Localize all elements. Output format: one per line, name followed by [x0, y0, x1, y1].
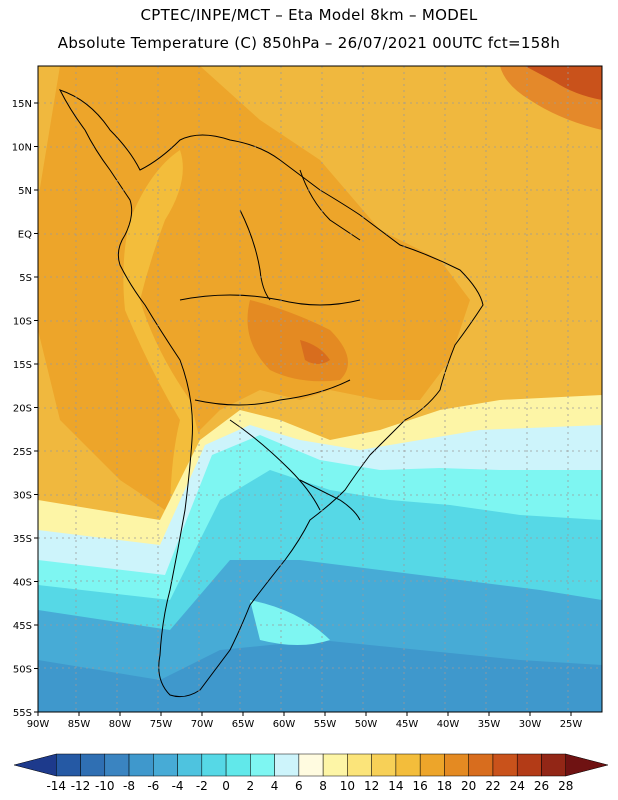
colorbar-swatch [541, 753, 566, 777]
colorbar-tick-label: -10 [95, 779, 115, 793]
lat-label: EQ [18, 230, 32, 241]
colorbar-tick-label: 24 [510, 779, 525, 793]
map-frame [37, 65, 603, 713]
colorbar-swatch [468, 753, 494, 777]
colorbar-swatch [56, 753, 81, 777]
colorbar-swatch [516, 753, 542, 777]
lat-label: 10S [13, 317, 32, 328]
colorbar-tick-label: -4 [172, 779, 184, 793]
colorbar-tick-label: -14 [46, 779, 66, 793]
temperature-field [38, 66, 602, 712]
lon-label: 60W [273, 719, 296, 730]
colorbar-swatch [492, 753, 518, 777]
map-panel[interactable]: 15N 10N 5N EQ 5S 10S 15S 20S 25S 30S 35S 40S 45S 50S 5… [0, 0, 618, 740]
lon-label: 45W [396, 719, 419, 730]
colorbar-boxes [13, 753, 609, 777]
hot-patch-ne [525, 66, 602, 100]
colorbar-tick-label: 2 [247, 779, 255, 793]
cold-band-4 [38, 640, 602, 712]
cold-pocket-patagonia [250, 600, 330, 645]
colorbar: -14 -12 -10 -8 -6 -4 -2 0 2 4 6 8 10 12 14 16 18 20 22 24 26… [13, 753, 609, 793]
lat-label: 5S [19, 273, 32, 284]
colorbar-tick-label: 4 [271, 779, 279, 793]
lat-label: 25S [13, 447, 32, 458]
colorbar-swatch [274, 753, 300, 777]
colorbar-tick-label: 20 [461, 779, 476, 793]
coastlines [59, 89, 484, 698]
colorbar-swatch [298, 753, 324, 777]
lon-label: 30W [519, 719, 542, 730]
grid-lines [38, 66, 602, 712]
colorbar-tick-label: 0 [222, 779, 230, 793]
title-line-2: Absolute Temperature (C) 850hPa – 26/07/… [57, 34, 561, 52]
colorbar-swatch [225, 753, 251, 777]
lat-label: 5N [18, 186, 32, 197]
colorbar-tick-label: 14 [388, 779, 403, 793]
colorbar-swatch [347, 753, 372, 777]
colorbar-tick-label: 28 [558, 779, 573, 793]
colorbar-swatch [104, 753, 130, 777]
colorbar-labels: -14 -12 -10 -8 -6 -4 -2 0 2 4 6 8 10 12 14 16 18 20 22 24 26… [46, 779, 573, 793]
lat-label: 15N [12, 99, 32, 110]
lat-label: 10N [12, 143, 32, 154]
colorbar-tick-label: 16 [413, 779, 428, 793]
colorbar-swatch [128, 753, 154, 777]
colorbar-tick-label: 10 [340, 779, 355, 793]
lon-label: 40W [437, 719, 460, 730]
lon-label: 90W [27, 719, 50, 730]
colorbar-tick-label: 22 [485, 779, 500, 793]
lat-label: 20S [13, 404, 32, 415]
lat-label: 45S [13, 621, 32, 632]
lon-label: 50W [355, 719, 378, 730]
lat-label: 55S [13, 708, 32, 719]
colorbar-swatch [322, 753, 348, 777]
colorbar-tick-label: 26 [534, 779, 549, 793]
lon-label: 70W [191, 719, 214, 730]
lat-label: 15S [13, 360, 32, 371]
longitude-axis: 90W 85W 80W 75W 70W 65W 60W 55W 50W 45W 40W 35W 30W 2… [27, 712, 583, 730]
colorbar-swatch [371, 753, 397, 777]
lat-label: 40S [13, 578, 32, 589]
colorbar-swatch [250, 753, 275, 777]
colorbar-swatch [444, 753, 469, 777]
colorbar-swatch [80, 753, 106, 777]
lat-label: 50S [13, 665, 32, 676]
warm-band-continent [38, 66, 470, 520]
colorbar-tick-label: 8 [319, 779, 327, 793]
lat-label: 30S [13, 491, 32, 502]
colorbar-swatch [201, 753, 227, 777]
title-line-1: CPTEC/INPE/MCT – Eta Model 8km – MODEL [140, 6, 478, 24]
lat-label: 35S [13, 534, 32, 545]
lon-label: 35W [478, 719, 501, 730]
colorbar-swatch [565, 753, 609, 777]
lon-label: 75W [150, 719, 173, 730]
colorbar-tick-label: -12 [71, 779, 91, 793]
lon-label: 55W [314, 719, 337, 730]
colorbar-tick-label: -8 [123, 779, 135, 793]
lon-label: 85W [68, 719, 91, 730]
colorbar-swatch [395, 753, 421, 777]
lon-label: 80W [109, 719, 132, 730]
colorbar-swatch [153, 753, 178, 777]
latitude-axis: 15N 10N 5N EQ 5S 10S 15S 20S 25S 30S 35S 40S 45S 50S 5… [12, 99, 38, 719]
andes-cool-band [123, 150, 200, 520]
lon-label: 25W [560, 719, 583, 730]
colorbar-swatch [419, 753, 445, 777]
colorbar-swatch [177, 753, 203, 777]
colorbar-swatch [13, 753, 57, 777]
lon-label: 65W [232, 719, 255, 730]
colorbar-tick-label: -6 [147, 779, 159, 793]
colorbar-tick-label: -2 [196, 779, 208, 793]
hot-spot-central [300, 340, 330, 364]
colorbar-tick-label: 6 [295, 779, 303, 793]
colorbar-tick-label: 12 [364, 779, 379, 793]
colorbar-tick-label: 18 [437, 779, 452, 793]
